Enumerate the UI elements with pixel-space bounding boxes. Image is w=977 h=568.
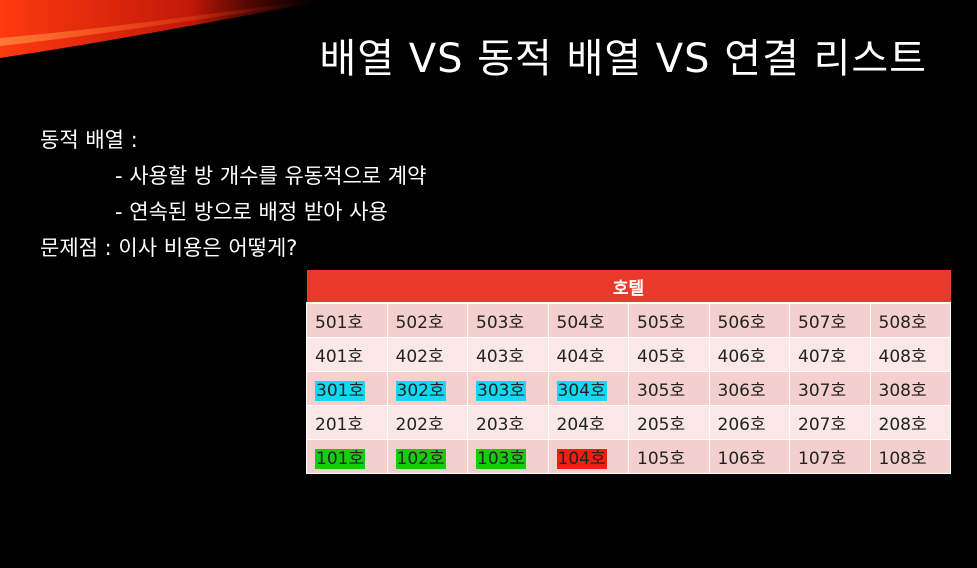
room-label: 303호	[476, 381, 527, 401]
room-label: 304호	[556, 381, 607, 401]
room-label: 105호	[637, 449, 686, 469]
table-row: 501호 502호 503호 504호 505호 506호 507호 508호	[306, 302, 951, 338]
room-label: 207호	[798, 415, 847, 435]
decorative-swoosh	[0, 0, 320, 58]
table-row: 201호 202호 203호 204호 205호 206호 207호 208호	[306, 405, 951, 440]
room-cell: 102호	[386, 439, 468, 474]
room-cell: 403호	[467, 337, 549, 372]
room-label: 508호	[878, 313, 927, 333]
room-label: 404호	[556, 347, 605, 367]
room-cell: 504호	[547, 302, 629, 338]
room-cell: 306호	[708, 371, 790, 406]
room-label: 504호	[556, 313, 605, 333]
room-label: 107호	[798, 449, 847, 469]
room-label: 205호	[637, 415, 686, 435]
text-line-contiguous-rooms: - 연속된 방으로 배정 받아 사용	[115, 200, 388, 224]
room-label: 102호	[395, 449, 446, 469]
room-label: 305호	[637, 381, 686, 401]
room-cell: 108호	[869, 439, 951, 474]
room-cell: 301호	[306, 371, 388, 406]
room-label: 103호	[476, 449, 527, 469]
room-cell: 502호	[386, 302, 468, 338]
room-cell: 506호	[708, 302, 790, 338]
room-cell: 507호	[789, 302, 871, 338]
room-cell: 307호	[789, 371, 871, 406]
room-label: 402호	[395, 347, 444, 367]
room-cell: 405호	[628, 337, 710, 372]
room-label: 202호	[395, 415, 444, 435]
room-label: 302호	[395, 381, 446, 401]
room-label: 406호	[717, 347, 766, 367]
room-cell: 501호	[306, 302, 388, 338]
room-label: 106호	[717, 449, 766, 469]
room-cell: 402호	[386, 337, 468, 372]
room-cell: 404호	[547, 337, 629, 372]
room-cell: 401호	[306, 337, 388, 372]
room-label: 204호	[556, 415, 605, 435]
room-cell: 308호	[869, 371, 951, 406]
room-cell: 305호	[628, 371, 710, 406]
room-cell: 205호	[628, 405, 710, 440]
room-cell: 408호	[869, 337, 951, 372]
room-label: 104호	[556, 449, 607, 469]
room-cell: 503호	[467, 302, 549, 338]
room-cell: 505호	[628, 302, 710, 338]
room-cell: 202호	[386, 405, 468, 440]
room-label: 101호	[315, 449, 366, 469]
text-line-dynamic-array: 동적 배열 :	[40, 128, 138, 152]
room-label: 502호	[395, 313, 444, 333]
room-label: 308호	[878, 381, 927, 401]
room-label: 407호	[798, 347, 847, 367]
room-label: 405호	[637, 347, 686, 367]
room-label: 108호	[878, 449, 927, 469]
slide-title: 배열 VS 동적 배열 VS 연결 리스트	[319, 36, 927, 82]
room-label: 505호	[637, 313, 686, 333]
hotel-table-body: 501호 502호 503호 504호 505호 506호 507호 508호 401호 402호…	[306, 302, 951, 474]
room-cell: 206호	[708, 405, 790, 440]
room-label: 401호	[315, 347, 364, 367]
room-cell: 208호	[869, 405, 951, 440]
room-cell: 105호	[628, 439, 710, 474]
room-label: 506호	[717, 313, 766, 333]
room-label: 507호	[798, 313, 847, 333]
room-cell: 508호	[869, 302, 951, 338]
table-row: 401호 402호 403호 404호 405호 406호 407호 408호	[306, 337, 951, 372]
table-row: 101호 102호 103호 104호 105호 106호 107호 108호	[306, 439, 951, 474]
room-cell: 304호	[547, 371, 629, 406]
room-cell: 203호	[467, 405, 549, 440]
text-line-flexible-contract: - 사용할 방 개수를 유동적으로 계약	[115, 164, 427, 188]
room-label: 403호	[476, 347, 525, 367]
hotel-table-header: 호텔	[306, 270, 951, 304]
room-label: 503호	[476, 313, 525, 333]
room-cell: 201호	[306, 405, 388, 440]
room-label: 208호	[878, 415, 927, 435]
room-cell: 107호	[789, 439, 871, 474]
room-label: 206호	[717, 415, 766, 435]
room-cell: 101호	[306, 439, 388, 474]
hotel-table: 호텔 501호 502호 503호 504호 505호 506호 507호 508호 401호 4…	[306, 270, 951, 474]
room-cell: 204호	[547, 405, 629, 440]
room-cell: 406호	[708, 337, 790, 372]
room-label: 306호	[717, 381, 766, 401]
room-cell: 407호	[789, 337, 871, 372]
room-label: 307호	[798, 381, 847, 401]
room-label: 301호	[315, 381, 366, 401]
room-cell: 106호	[708, 439, 790, 474]
table-row: 301호 302호 303호 304호 305호 306호 307호 308호	[306, 371, 951, 406]
room-cell: 303호	[467, 371, 549, 406]
room-label: 201호	[315, 415, 364, 435]
text-line-problem: 문제점 : 이사 비용은 어떻게?	[40, 236, 298, 260]
room-cell: 207호	[789, 405, 871, 440]
room-label: 203호	[476, 415, 525, 435]
room-label: 408호	[878, 347, 927, 367]
room-label: 501호	[315, 313, 364, 333]
room-cell: 302호	[386, 371, 468, 406]
room-cell: 103호	[467, 439, 549, 474]
room-cell: 104호	[547, 439, 629, 474]
